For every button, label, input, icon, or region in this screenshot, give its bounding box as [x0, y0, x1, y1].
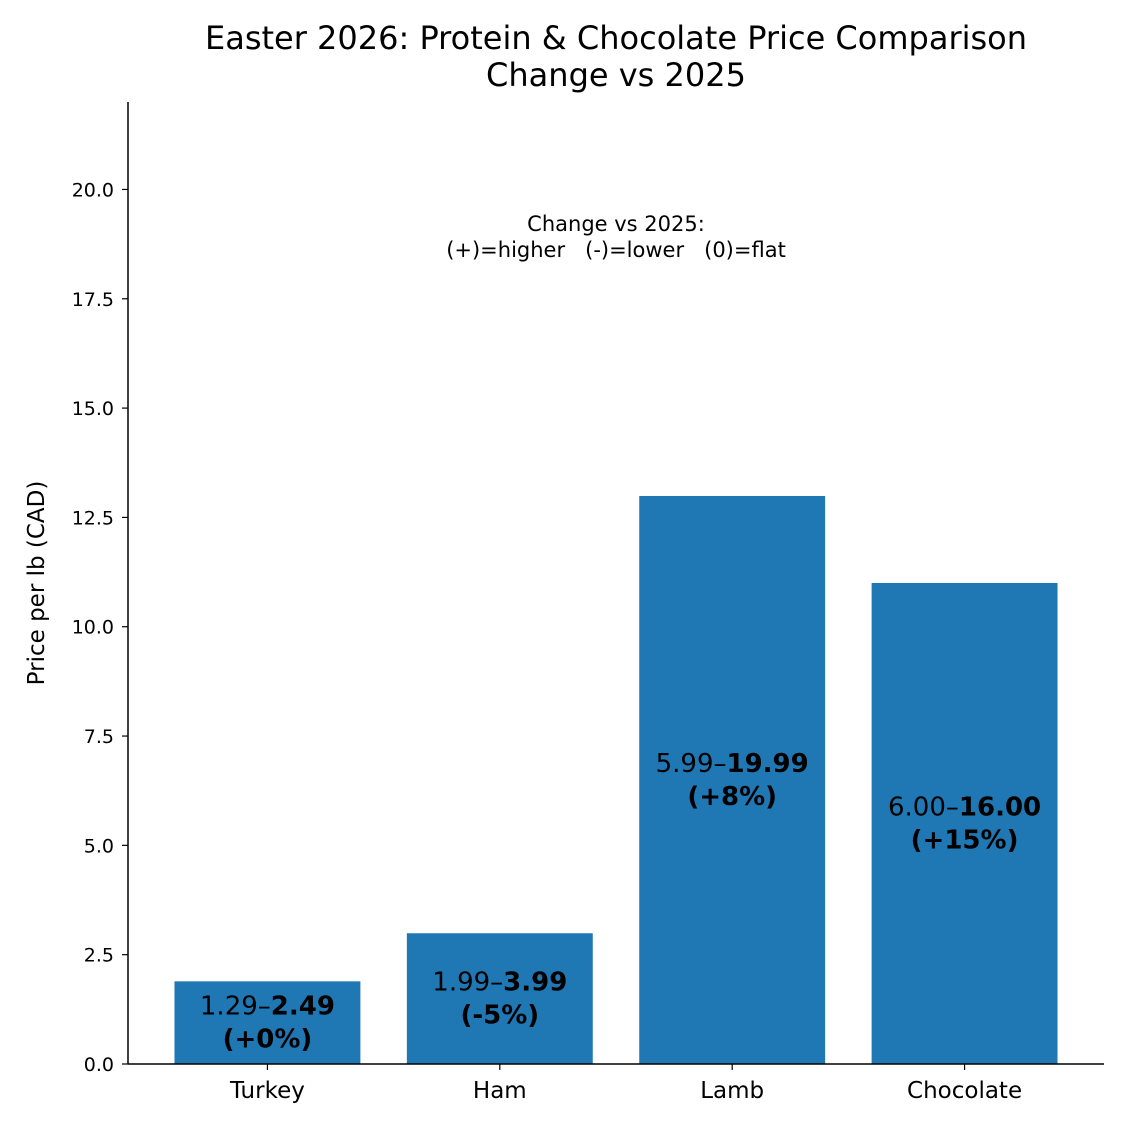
bar-range-label: 5.99–19.99 [656, 749, 809, 779]
y-tick-label: 15.0 [72, 398, 114, 420]
y-tick-label: 7.5 [84, 726, 114, 748]
y-tick-label: 10.0 [72, 617, 114, 639]
range-low: 1.99– [432, 968, 503, 998]
bar-range-label: 6.00–16.00 [888, 793, 1041, 823]
range-low: 1.29– [200, 992, 271, 1022]
bar-range-label: 1.99–3.99 [432, 968, 567, 998]
y-tick-label: 5.0 [84, 835, 114, 857]
bar-change-label: (+8%) [687, 782, 777, 812]
bar-change-label: (-5%) [460, 1001, 539, 1031]
y-tick-label: 12.5 [72, 507, 114, 529]
x-tick-label: Turkey [229, 1078, 305, 1104]
y-axis-label: Price per lb (CAD) [24, 481, 50, 686]
range-high: 19.99 [727, 749, 809, 779]
annotation-line-1: Change vs 2025: [527, 212, 705, 236]
y-tick-label: 20.0 [72, 179, 114, 201]
range-high: 3.99 [503, 968, 567, 998]
range-low: 6.00– [888, 793, 959, 823]
chart-subtitle: Change vs 2025 [486, 56, 746, 94]
x-tick-label: Ham [473, 1078, 527, 1104]
range-high: 2.49 [271, 992, 335, 1022]
y-tick-label: 0.0 [84, 1054, 114, 1076]
bar-lamb [639, 495, 826, 1064]
annotation-line-2: (+)=higher (-)=lower (0)=flat [446, 238, 786, 262]
bar-ham [406, 933, 593, 1064]
y-tick-label: 17.5 [72, 289, 114, 311]
bar-change-label: (+0%) [223, 1025, 313, 1055]
bar-chocolate [871, 583, 1058, 1064]
range-low: 5.99– [656, 749, 727, 779]
range-high: 16.00 [959, 793, 1041, 823]
y-tick-label: 2.5 [84, 945, 114, 967]
bar-range-label: 1.29–2.49 [200, 992, 335, 1022]
bar-turkey [174, 981, 361, 1064]
x-tick-label: Chocolate [907, 1078, 1022, 1104]
bar-change-label: (+15%) [911, 826, 1019, 856]
chart-title: Easter 2026: Protein & Chocolate Price C… [205, 19, 1027, 57]
x-tick-label: Lamb [700, 1078, 764, 1104]
